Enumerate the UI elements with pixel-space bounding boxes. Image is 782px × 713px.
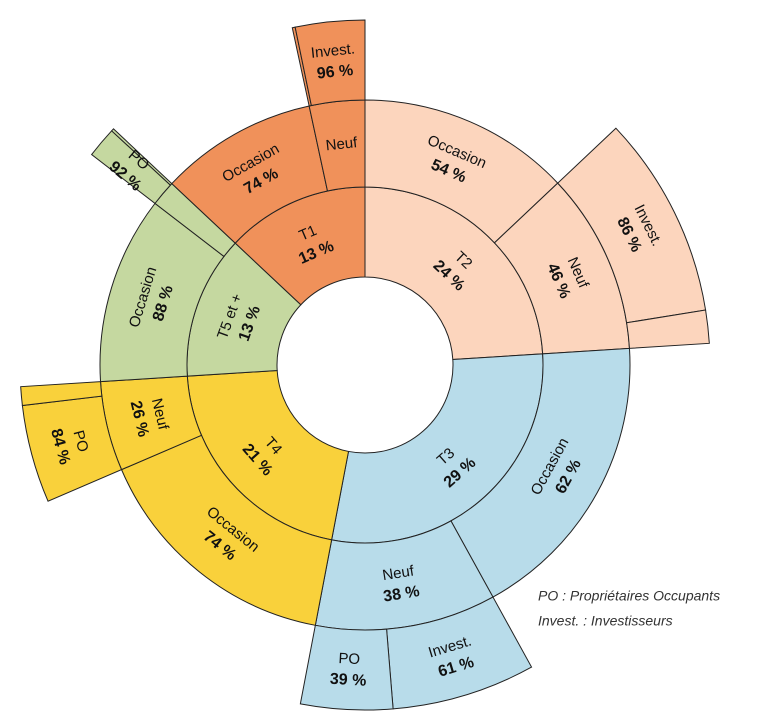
segment-value: 39 % bbox=[329, 671, 366, 690]
segment-label: Invest.96 % bbox=[310, 40, 356, 83]
segment-value: 38 % bbox=[382, 583, 421, 606]
segment-label: Neuf bbox=[325, 134, 359, 154]
segment-name: PO bbox=[338, 650, 361, 668]
segment-name: Invest. bbox=[310, 40, 356, 61]
segment-name: Neuf bbox=[381, 562, 416, 584]
segment-name: Neuf bbox=[325, 134, 359, 154]
segment bbox=[294, 19, 366, 107]
segment bbox=[299, 624, 394, 711]
segment-value: 96 % bbox=[316, 62, 354, 83]
segment-label: PO 39 % bbox=[329, 650, 366, 690]
segment-name: T1 bbox=[297, 222, 320, 245]
segment-name: PO bbox=[70, 429, 92, 454]
sunburst bbox=[20, 19, 710, 711]
legend-entry: PO : Propriétaires Occupants bbox=[538, 588, 720, 604]
legend-entry: Invest. : Investisseurs bbox=[538, 613, 673, 629]
